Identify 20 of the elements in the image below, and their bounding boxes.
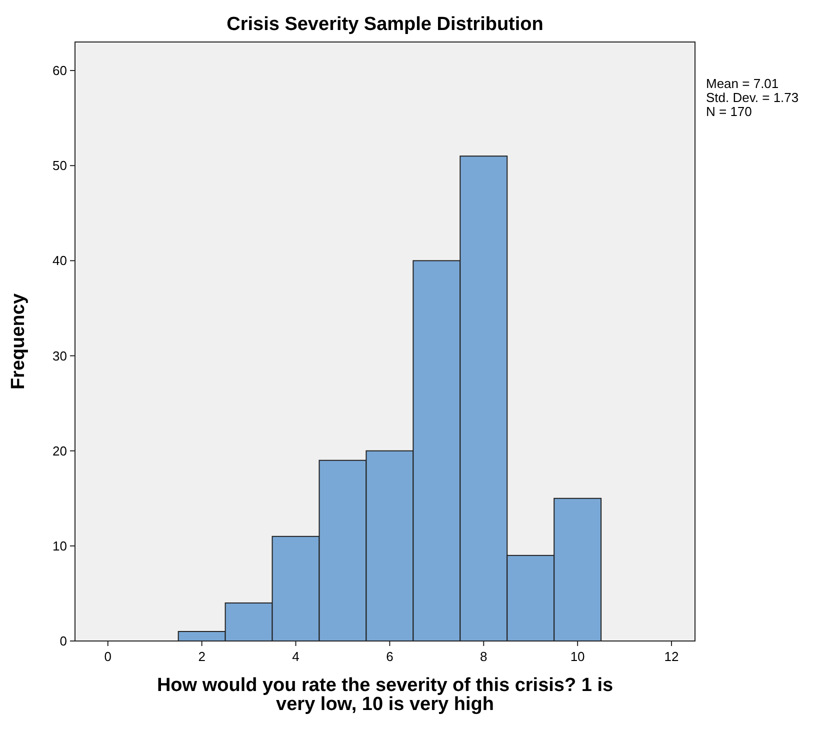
x-tick-label: 0	[104, 649, 112, 664]
y-tick-label: 50	[52, 158, 67, 174]
text: Std. Dev. = 1.73	[706, 90, 799, 105]
x-tick-label: 4	[292, 649, 300, 664]
y-tick-label: 40	[52, 253, 67, 268]
x-axis-title: How would you rate the severity of this crisis? 1 is very low, 10 is very high	[156, 675, 614, 715]
x-tick-label: 2	[198, 649, 206, 664]
x-tick-label: 8	[480, 649, 488, 664]
y-tick-label: 60	[52, 63, 67, 78]
x-tick-label: 6	[386, 649, 394, 664]
y-tick-label: 20	[52, 443, 67, 458]
x-tick-label: 12	[664, 649, 679, 664]
text: N = 170	[706, 104, 752, 119]
text: Mean = 7.01	[706, 76, 779, 91]
y-axis-title: Frequency	[8, 293, 29, 390]
y-tick-label: 10	[52, 538, 67, 554]
chart-title: Crisis Severity Sample Distribution	[226, 14, 544, 35]
x-tick-label: 10	[570, 649, 585, 664]
y-tick-label: 0	[60, 634, 67, 648]
y-tick-label: 30	[52, 348, 67, 364]
